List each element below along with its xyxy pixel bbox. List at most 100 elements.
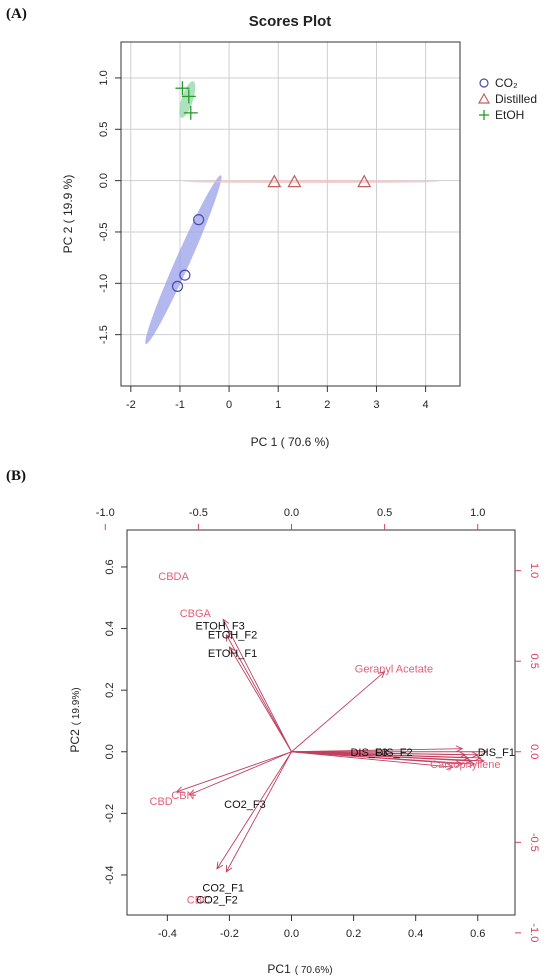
point-co2-1	[179, 269, 191, 281]
y-tick-label-0: 1.0	[98, 70, 110, 85]
point-distilled-1	[287, 174, 302, 188]
chart-b-loading-arrows	[175, 618, 489, 873]
x-tick-label-3: 1	[275, 399, 281, 411]
loading-label-cbc: CBC	[187, 895, 210, 907]
point-etoh-2	[183, 105, 198, 120]
right-tick-label-4: -1.0	[528, 923, 540, 942]
panel-b-label: (B)	[6, 468, 26, 484]
loading-label-cbn: CBN	[171, 790, 194, 802]
x-tick-label-3: 0.2	[346, 928, 361, 940]
right-tick-label-3: -0.5	[528, 833, 540, 852]
top-tick-label-3: 0.5	[377, 507, 392, 519]
observation-label-dis-f2: DIS_F2	[375, 747, 412, 759]
x-tick-label-2: 0.0	[284, 928, 299, 940]
y-tick-label-5: -0.4	[104, 865, 116, 884]
observation-label-etoh-f1: ETOH_F1	[208, 648, 257, 660]
loading-arrow-11-head	[464, 757, 473, 765]
observation-label-co2-f3: CO2_F3	[224, 799, 266, 811]
loading-arrow-7-shaft	[225, 751, 292, 873]
loading-arrow-4-head	[175, 786, 184, 794]
top-tick-label-2: 0.0	[284, 507, 299, 519]
x-tick-label-2: 0	[226, 399, 232, 411]
panel-a-label: (A)	[6, 6, 27, 22]
loading-arrow-0-head	[222, 618, 230, 627]
loading-label-cbga: CBGA	[180, 608, 212, 620]
x-tick-label-4: 0.4	[408, 928, 423, 940]
loading-arrow-6	[216, 751, 292, 870]
y-tick-label-2: 0.0	[98, 173, 110, 188]
loading-arrow-3	[291, 671, 386, 753]
chart-a-grid	[121, 42, 460, 386]
legend-etoh-label: EtOH	[495, 108, 524, 122]
chart-b-x-axis-label: PC1 ( 70.6%)	[267, 962, 332, 976]
observation-label-dis-f1: DIS_F1	[478, 747, 515, 759]
loading-arrow-16-shaft	[291, 751, 463, 765]
loading-arrow-17-shaft	[291, 751, 453, 768]
loading-arrow-0-shaft	[222, 619, 292, 752]
chart-b-y-ticks: 0.6 0.4 0.2 0.0 -0.2 -0.4	[104, 559, 127, 884]
legend-co2-marker	[479, 78, 489, 88]
y-tick-label-0: 0.6	[104, 559, 116, 574]
chart-b-plot-frame	[126, 529, 516, 916]
x-tick-label-1: -0.2	[220, 928, 239, 940]
legend-distilled-label: Distilled	[495, 92, 537, 106]
y-tick-label-1: 0.5	[98, 122, 110, 137]
loading-arrow-17	[291, 751, 454, 771]
chart-b-y-axis-title: PC2	[68, 729, 82, 753]
observation-label-co2-f1: CO2_F1	[202, 882, 244, 894]
confidence-ellipse-distilled	[183, 180, 439, 184]
x-tick-label-0: -2	[126, 399, 136, 411]
x-tick-label-5: 3	[373, 399, 379, 411]
loading-arrow-16-head	[455, 760, 464, 768]
observation-label-etoh-f2: ETOH_F2	[208, 630, 257, 642]
chart-a-x-ticks: -2 -1 0 1 2 3 4	[126, 386, 429, 411]
loading-arrow-1-shaft	[225, 634, 292, 752]
chart-a-y-ticks: 1.0 0.5 0.0 -0.5 -1.0 -1.5	[98, 70, 121, 344]
loading-arrow-2-shaft	[229, 646, 292, 752]
chart-a-x-axis-label: PC 1 ( 70.6 %)	[251, 435, 330, 449]
chart-b-right-axis: 1.0 0.5 0.0 -0.5 -1.0	[515, 563, 540, 942]
legend-distilled-marker	[477, 92, 491, 104]
point-etoh-0	[175, 81, 190, 96]
y-tick-label-4: -0.2	[104, 804, 116, 823]
loading-arrow-13-head	[471, 751, 479, 759]
loading-arrow-14	[291, 751, 482, 762]
point-distilled-2	[357, 174, 372, 188]
chart-b-top-axis: -1.0 -0.5 0.0 0.5 1.0	[96, 507, 485, 530]
loading-label-geranyl-acetate: Geranyl Acetate	[355, 664, 433, 676]
point-co2-2	[171, 280, 184, 292]
confidence-ellipse-etoh	[179, 81, 196, 118]
loading-arrow-8	[291, 745, 464, 753]
right-tick-label-0: 1.0	[528, 563, 540, 578]
loading-arrow-1	[225, 633, 292, 752]
loading-arrow-4	[175, 751, 292, 794]
loading-arrow-18-head	[480, 748, 489, 756]
loading-arrow-6-head	[216, 861, 224, 870]
chart-b-labels: CBDA CBGA Geranyl Acetate Caryophyllene CBN C…	[150, 571, 515, 906]
chart-a-ellipses	[145, 81, 439, 345]
chart-a-plot-frame	[120, 41, 461, 387]
loading-arrow-4-shaft	[176, 751, 292, 793]
loading-arrow-3-head	[377, 671, 386, 679]
loading-arrow-0	[222, 618, 292, 752]
loading-label-caryophyllene: Caryophyllene	[430, 759, 500, 771]
y-tick-label-1: 0.4	[104, 621, 116, 636]
loading-arrow-14-shaft	[291, 751, 481, 759]
loading-arrow-14-head	[474, 754, 482, 762]
x-tick-label-5: 0.6	[470, 928, 485, 940]
chart-b-x-axis-title: PC1	[267, 962, 291, 976]
legend-co2-label: CO₂	[495, 76, 518, 90]
loading-arrow-6-shaft	[216, 751, 292, 870]
loading-arrow-16	[291, 751, 464, 768]
loading-label-cbda: CBDA	[158, 571, 189, 583]
y-tick-label-5: -1.5	[98, 325, 110, 344]
x-tick-label-6: 4	[423, 399, 429, 411]
observation-label-dis-f3: DIS_F3	[350, 747, 387, 759]
loading-arrow-7-head	[225, 864, 233, 873]
confidence-ellipse-co2	[145, 175, 222, 345]
loading-arrow-2-head	[228, 646, 236, 655]
y-tick-label-3: 0.0	[104, 744, 116, 759]
point-etoh-1	[181, 89, 196, 104]
y-tick-label-4: -1.0	[98, 274, 110, 293]
loading-arrow-3-shaft	[291, 671, 385, 753]
